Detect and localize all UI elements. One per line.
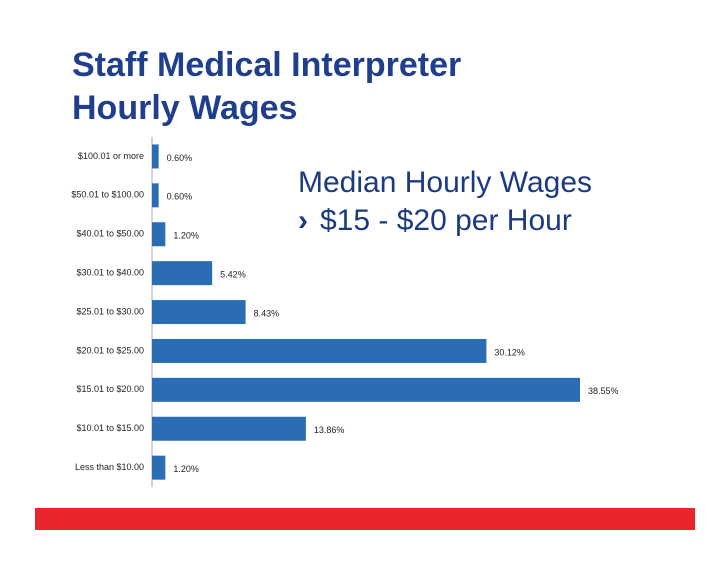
bullet-marker: › xyxy=(298,204,308,237)
bar xyxy=(152,455,166,480)
category-label: $15.01 to $20.00 xyxy=(76,384,144,394)
title-line: Staff Medical Interpreter xyxy=(72,46,461,84)
footer-band xyxy=(35,508,695,530)
value-label: 0.60% xyxy=(167,153,193,163)
bullet-text: $15 - $20 per Hour xyxy=(320,204,572,237)
bar xyxy=(152,338,487,363)
category-label: $25.01 to $30.00 xyxy=(76,306,144,316)
value-label: 1.20% xyxy=(173,231,199,241)
bar xyxy=(152,222,166,247)
category-label: $20.01 to $25.00 xyxy=(76,345,144,355)
value-label: 30.12% xyxy=(494,347,525,357)
bar xyxy=(152,183,159,208)
value-label: 1.20% xyxy=(173,464,199,474)
value-label: 38.55% xyxy=(588,386,619,396)
title-line: Hourly Wages xyxy=(72,89,297,127)
category-label: $10.01 to $15.00 xyxy=(76,423,144,433)
category-label: $30.01 to $40.00 xyxy=(76,268,144,278)
value-label: 13.86% xyxy=(314,425,345,435)
value-label: 8.43% xyxy=(254,308,280,318)
category-label: Less than $10.00 xyxy=(75,462,144,472)
bar xyxy=(152,144,159,169)
category-label: $100.01 or more xyxy=(78,151,144,161)
bar xyxy=(152,416,306,441)
text-heading: Median Hourly Wages xyxy=(298,166,592,199)
category-label: $50.01 to $100.00 xyxy=(71,190,144,200)
value-label: 5.42% xyxy=(220,270,246,280)
bar xyxy=(152,261,213,286)
bar xyxy=(152,300,246,325)
category-label: $40.01 to $50.00 xyxy=(76,229,144,239)
value-label: 0.60% xyxy=(167,192,193,202)
bar xyxy=(152,377,580,402)
